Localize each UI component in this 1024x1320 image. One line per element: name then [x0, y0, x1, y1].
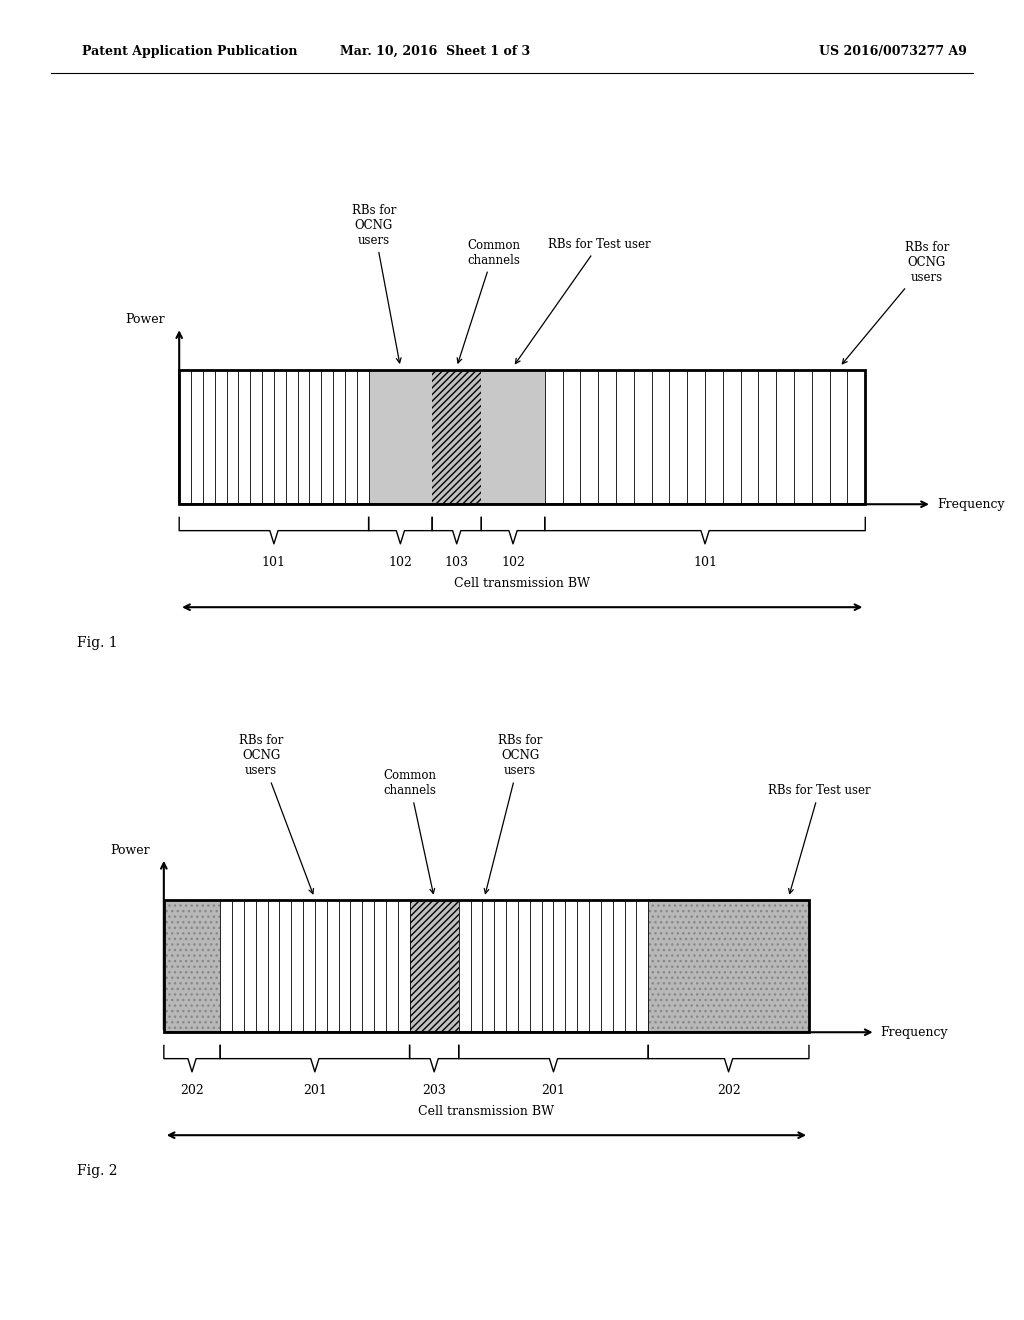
- Text: Cell transmission BW: Cell transmission BW: [419, 1105, 554, 1118]
- Bar: [179, 370, 865, 504]
- Text: RBs for Test user: RBs for Test user: [515, 238, 650, 363]
- Text: 102: 102: [501, 556, 525, 569]
- Bar: [164, 900, 220, 1032]
- Bar: [545, 370, 865, 504]
- Bar: [179, 370, 369, 504]
- Text: Fig. 1: Fig. 1: [77, 636, 118, 651]
- Text: 201: 201: [303, 1084, 327, 1097]
- Text: 201: 201: [542, 1084, 565, 1097]
- Text: 202: 202: [180, 1084, 204, 1097]
- Text: 101: 101: [693, 556, 717, 569]
- Bar: [432, 370, 481, 504]
- Text: Cell transmission BW: Cell transmission BW: [455, 577, 590, 590]
- Text: Common
channels: Common channels: [383, 770, 436, 894]
- Text: 101: 101: [262, 556, 286, 569]
- Text: Fig. 2: Fig. 2: [77, 1164, 118, 1179]
- Text: 102: 102: [388, 556, 413, 569]
- Bar: [481, 370, 545, 504]
- Bar: [220, 900, 410, 1032]
- Text: RBs for
OCNG
users: RBs for OCNG users: [843, 240, 949, 364]
- Text: Power: Power: [125, 313, 165, 326]
- Text: US 2016/0073277 A9: US 2016/0073277 A9: [819, 45, 967, 58]
- Bar: [369, 370, 432, 504]
- Text: RBs for
OCNG
users: RBs for OCNG users: [351, 203, 401, 363]
- Bar: [648, 900, 809, 1032]
- Bar: [459, 900, 648, 1032]
- Bar: [164, 900, 809, 1032]
- Text: Power: Power: [110, 843, 150, 857]
- Text: 103: 103: [444, 556, 469, 569]
- Text: 203: 203: [422, 1084, 446, 1097]
- Text: Patent Application Publication: Patent Application Publication: [82, 45, 297, 58]
- Text: Frequency: Frequency: [937, 498, 1005, 511]
- Text: RBs for
OCNG
users: RBs for OCNG users: [239, 734, 313, 894]
- Text: RBs for
OCNG
users: RBs for OCNG users: [484, 734, 543, 894]
- Text: Frequency: Frequency: [881, 1026, 948, 1039]
- Text: RBs for Test user: RBs for Test user: [768, 784, 870, 894]
- Text: Common
channels: Common channels: [457, 239, 520, 363]
- Bar: [410, 900, 459, 1032]
- Text: Mar. 10, 2016  Sheet 1 of 3: Mar. 10, 2016 Sheet 1 of 3: [340, 45, 530, 58]
- Text: 202: 202: [717, 1084, 740, 1097]
